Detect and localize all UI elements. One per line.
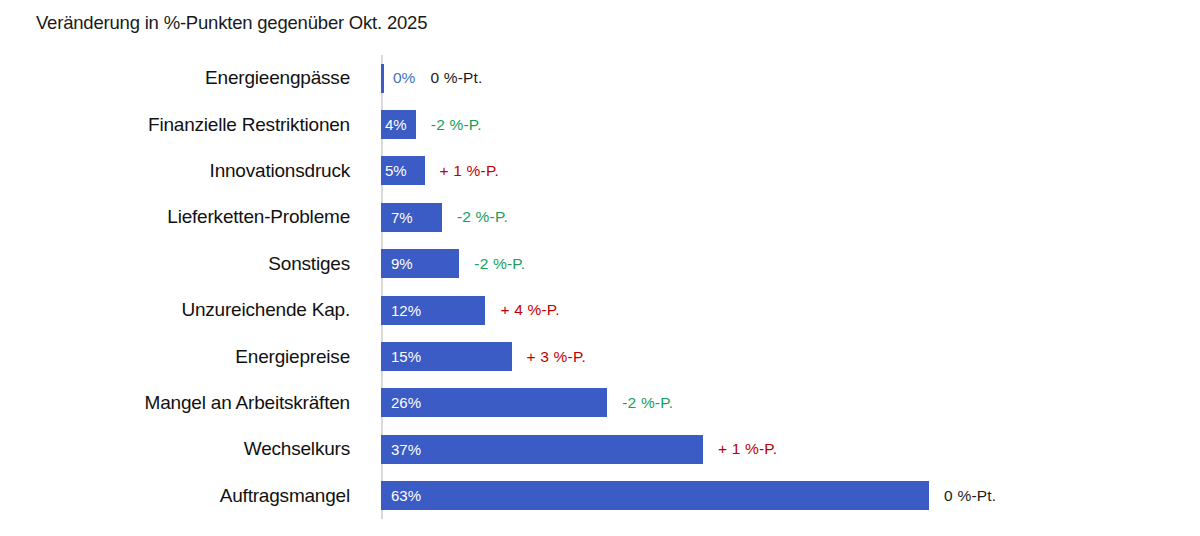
chart-canvas: Veränderung in %-Punkten gegenüber Okt. … [0,0,1200,536]
bar-area: 12% + 4 %-P. [381,287,560,333]
outside-value-label: 0% [393,69,415,87]
bar-value-label: 26% [391,394,421,411]
category-label: Auftragsmangel [0,485,350,507]
bar-area: 7% -2 %-P. [381,194,508,240]
chart-row: Innovationsdruck 5% + 1 %-P. [0,148,1200,194]
category-label: Finanzielle Restriktionen [0,114,350,136]
change-label: 0 %-Pt. [944,487,996,505]
bar-area: 15% + 3 %-P. [381,333,586,379]
bar: 5% [381,156,425,185]
chart-title: Veränderung in %-Punkten gegenüber Okt. … [36,12,427,34]
change-label: + 4 %-P. [500,301,559,319]
bar-value-label: 4% [385,116,407,133]
bar-value-label: 5% [385,162,407,179]
category-label: Energiepreise [0,346,350,368]
category-label: Sonstiges [0,253,350,275]
change-label: -2 %-P. [457,208,508,226]
category-label: Wechselkurs [0,438,350,460]
change-label: 0 %-Pt. [430,69,482,87]
chart-row: Auftragsmangel 63% 0 %-Pt. [0,473,1200,519]
bar-area: 63% 0 %-Pt. [381,473,996,519]
bar-value-label: 15% [391,348,421,365]
bar: 4% [381,110,416,139]
bar-value-label: 9% [391,255,413,272]
bar-value-label: 7% [391,209,413,226]
bar: 37% [381,435,703,464]
chart-row: Wechselkurs 37% + 1 %-P. [0,426,1200,472]
bar-value-label: 63% [391,487,421,504]
bar-area: 9% -2 %-P. [381,241,525,287]
bar-area: 37% + 1 %-P. [381,426,777,472]
bar: 9% [381,249,459,278]
change-label: -2 %-P. [622,394,673,412]
category-label: Innovationsdruck [0,160,350,182]
chart-row: Lieferketten-Probleme 7% -2 %-P. [0,194,1200,240]
bar: 12% [381,296,485,325]
category-label: Energieengpässe [0,67,350,89]
chart-row: Unzureichende Kap. 12% + 4 %-P. [0,287,1200,333]
bar-area: 4% -2 %-P. [381,101,482,147]
category-label: Mangel an Arbeitskräften [0,392,350,414]
bar-area: 5% + 1 %-P. [381,148,499,194]
category-label: Unzureichende Kap. [0,299,350,321]
change-label: + 1 %-P. [718,440,777,458]
chart-row: Energiepreise 15% + 3 %-P. [0,333,1200,379]
chart-rows: Energieengpässe 0% 0 %-Pt. Finanzielle R… [0,55,1200,519]
chart-row: Energieengpässe 0% 0 %-Pt. [0,55,1200,101]
bar-area: 0% 0 %-Pt. [381,55,483,101]
bar: 63% [381,481,929,510]
chart-row: Finanzielle Restriktionen 4% -2 %-P. [0,101,1200,147]
bar-value-label: 37% [391,441,421,458]
bar: 26% [381,388,607,417]
change-label: + 1 %-P. [440,162,499,180]
bar: 7% [381,203,442,232]
bar-area: 26% -2 %-P. [381,380,673,426]
chart-row: Sonstiges 9% -2 %-P. [0,241,1200,287]
chart-row: Mangel an Arbeitskräften 26% -2 %-P. [0,380,1200,426]
change-label: -2 %-P. [474,255,525,273]
change-label: + 3 %-P. [527,348,586,366]
change-label: -2 %-P. [431,116,482,134]
bar-value-label: 12% [391,302,421,319]
category-label: Lieferketten-Probleme [0,206,350,228]
bar [381,64,384,93]
bar: 15% [381,342,512,371]
